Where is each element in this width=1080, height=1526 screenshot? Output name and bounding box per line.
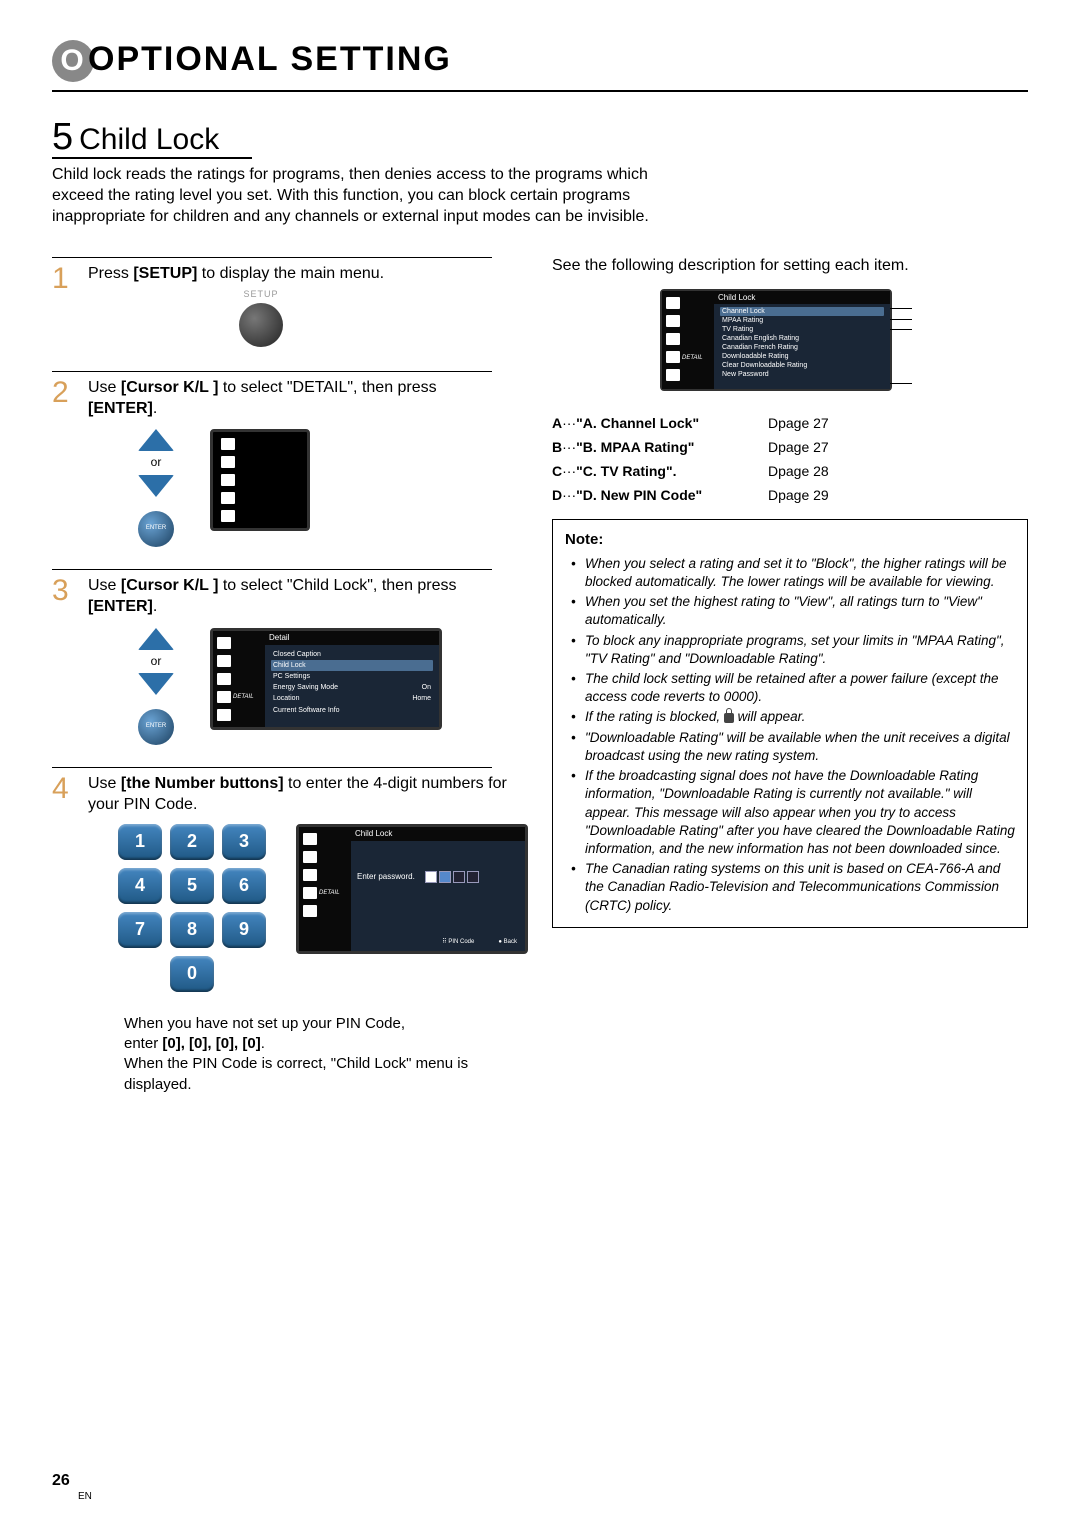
- note-title: Note:: [565, 530, 1015, 550]
- arrow-up-icon[interactable]: [138, 429, 174, 451]
- key-3[interactable]: 3: [222, 824, 266, 860]
- menu-row[interactable]: Energy Saving ModeOn: [271, 682, 433, 693]
- setup-label: SETUP: [138, 289, 384, 301]
- enter-button[interactable]: [138, 709, 174, 745]
- sidebar-icon: [303, 905, 317, 917]
- note-item: If the rating is blocked, will appear.: [577, 708, 1015, 726]
- menu-icon: [221, 438, 235, 450]
- childlock-row[interactable]: Clear Downloadable Rating: [720, 361, 884, 370]
- menu-icon: [221, 492, 235, 504]
- key-2[interactable]: 2: [170, 824, 214, 860]
- ref-row: B···"B. MPAA Rating"Dpage 27: [552, 435, 1028, 459]
- childlock-row[interactable]: Downloadable Rating: [720, 352, 884, 361]
- sidebar-icon: [217, 637, 231, 649]
- menu-row[interactable]: Closed Caption: [271, 649, 433, 660]
- cursor-arrows: or: [138, 628, 174, 746]
- ref-row: A···"A. Channel Lock"Dpage 27: [552, 411, 1028, 435]
- sidebar-icon: [217, 673, 231, 685]
- sidebar-icon: [217, 655, 231, 667]
- menu-icon: [221, 474, 235, 486]
- sidebar-icon: [217, 691, 231, 703]
- sidebar-icon: [303, 887, 317, 899]
- right-intro: See the following description for settin…: [552, 257, 1028, 275]
- intro-text: Child lock reads the ratings for program…: [52, 165, 692, 227]
- lock-icon: [724, 713, 734, 723]
- step-2-number: 2: [52, 378, 78, 408]
- arrow-down-icon[interactable]: [138, 673, 174, 695]
- menu-icon: [221, 456, 235, 468]
- key-1[interactable]: 1: [118, 824, 162, 860]
- page-header: OOPTIONAL SETTING: [52, 40, 1028, 82]
- sidebar-icon: [666, 315, 680, 327]
- arrow-up-icon[interactable]: [138, 628, 174, 650]
- tv-childlock-menu: DETAIL Child Lock Channel LockMPAA Ratin…: [660, 289, 892, 391]
- childlock-row[interactable]: Canadian French Rating: [720, 343, 884, 352]
- key-4[interactable]: 4: [118, 868, 162, 904]
- note-item: The Canadian rating systems on this unit…: [577, 860, 1015, 915]
- tv-detail-menu: DETAIL Detail Closed CaptionChild LockPC…: [210, 628, 442, 730]
- menu-row[interactable]: Current Software Info: [271, 705, 433, 716]
- menu-icon: [221, 510, 235, 522]
- reference-list: A···"A. Channel Lock"Dpage 27B···"B. MPA…: [552, 411, 1028, 507]
- section-title: 5Child Lock: [52, 116, 1028, 159]
- step-2: 2 Use [Cursor K/L ] to select "DETAIL", …: [52, 371, 492, 547]
- pointer-d: D: [920, 377, 928, 389]
- section-label: Child Lock: [79, 123, 219, 156]
- step-3-number: 3: [52, 576, 78, 606]
- key-6[interactable]: 6: [222, 868, 266, 904]
- childlock-row[interactable]: Canadian English Rating: [720, 334, 884, 343]
- sidebar-icon: [666, 351, 680, 363]
- sidebar-icon: [303, 869, 317, 881]
- note-item: When you set the highest rating to "View…: [577, 593, 1015, 629]
- note-item: To block any inappropriate programs, set…: [577, 632, 1015, 668]
- note-item: The child lock setting will be retained …: [577, 670, 1015, 706]
- childlock-row[interactable]: Channel Lock: [720, 307, 884, 316]
- key-0[interactable]: 0: [170, 956, 214, 992]
- cursor-arrows: or: [138, 429, 174, 547]
- key-5[interactable]: 5: [170, 868, 214, 904]
- page-number: 26: [52, 1472, 70, 1490]
- number-keypad: 123 456 7890: [118, 824, 266, 992]
- arrow-down-icon[interactable]: [138, 475, 174, 497]
- childlock-row[interactable]: TV Rating: [720, 325, 884, 334]
- step-3: 3 Use [Cursor K/L ] to select "Child Loc…: [52, 569, 492, 745]
- childlock-row[interactable]: New Password: [720, 370, 884, 379]
- menu-row[interactable]: Child Lock: [271, 660, 433, 671]
- ref-row: D···"D. New PIN Code"Dpage 29: [552, 483, 1028, 507]
- sidebar-icon: [666, 369, 680, 381]
- setup-button[interactable]: [239, 303, 283, 347]
- step-4: 4 Use [the Number buttons] to enter the …: [52, 767, 492, 1095]
- note-item: "Downloadable Rating" will be available …: [577, 729, 1015, 765]
- note-box: Note: When you select a rating and set i…: [552, 519, 1028, 927]
- note-item: If the broadcasting signal does not have…: [577, 767, 1015, 858]
- header-rule: [52, 90, 1028, 92]
- key-8[interactable]: 8: [170, 912, 214, 948]
- key-9[interactable]: 9: [222, 912, 266, 948]
- note-item: When you select a rating and set it to "…: [577, 555, 1015, 591]
- sidebar-icon: [303, 851, 317, 863]
- tv-pin-menu: DETAIL Child Lock Enter password.: [296, 824, 528, 954]
- sidebar-icon: [303, 833, 317, 845]
- ref-row: C···"C. TV Rating".Dpage 28: [552, 459, 1028, 483]
- step-1: 1 Press [SETUP] to display the main menu…: [52, 257, 492, 348]
- sidebar-icon: [666, 333, 680, 345]
- enter-button[interactable]: [138, 511, 174, 547]
- pin-input[interactable]: [425, 871, 479, 883]
- section-number: 5: [52, 116, 73, 158]
- step-1-number: 1: [52, 264, 78, 294]
- pointer-c: C: [920, 324, 928, 336]
- menu-row[interactable]: PC Settings: [271, 671, 433, 682]
- key-7[interactable]: 7: [118, 912, 162, 948]
- step-4-number: 4: [52, 774, 78, 804]
- header-text: OPTIONAL SETTING: [88, 40, 452, 78]
- page-lang: EN: [78, 1491, 92, 1502]
- sidebar-icon: [666, 297, 680, 309]
- tv-menu-simple: [210, 429, 310, 531]
- menu-row[interactable]: LocationHome: [271, 693, 433, 704]
- sidebar-icon: [217, 709, 231, 721]
- childlock-row[interactable]: MPAA Rating: [720, 316, 884, 325]
- pin-post-text: When you have not set up your PIN Code, …: [124, 1014, 528, 1095]
